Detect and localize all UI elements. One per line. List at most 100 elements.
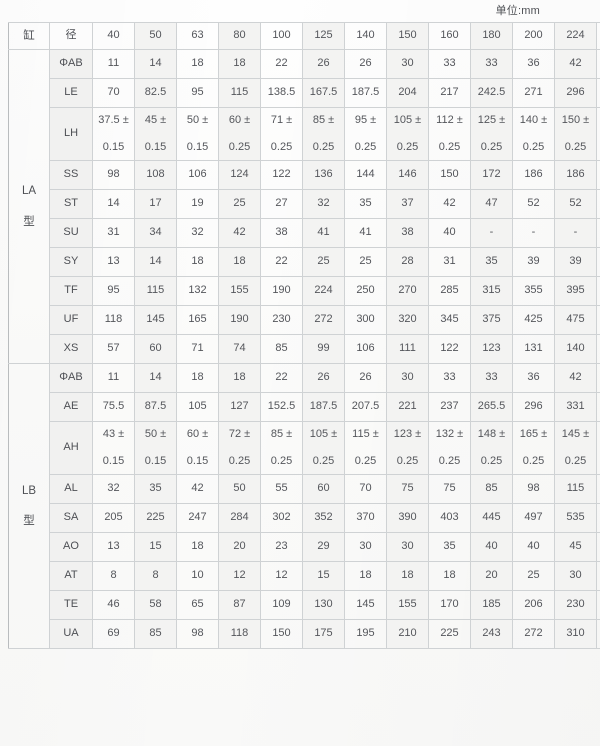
data-cell: 29 [302, 532, 345, 562]
data-cell: 125 ± 0.25 [470, 107, 513, 161]
data-cell: 195 [344, 619, 387, 649]
data-cell: 331 [554, 392, 597, 422]
tolerance-nominal: 95 ± [354, 113, 377, 126]
tolerance-value: 0.25 [354, 454, 377, 467]
data-cell: 105 ± 0.25 [302, 421, 345, 475]
data-cell: 28 [386, 247, 429, 277]
data-cell: 207.5 [344, 392, 387, 422]
data-cell: 57 [92, 334, 135, 364]
data-cell: 105 [176, 392, 219, 422]
table-row: UF11814516519023027230032034537542547551… [9, 305, 600, 335]
data-cell: 52 [554, 189, 597, 219]
data-cell: 25 [218, 189, 261, 219]
data-cell: 26 [344, 363, 387, 393]
tolerance-value: 0.15 [144, 454, 167, 467]
data-cell: 85 [470, 474, 513, 504]
data-cell: 225 [428, 619, 471, 649]
data-cell: 40 [428, 218, 471, 248]
header-label-right: 径 [49, 22, 93, 50]
data-cell: 25 [512, 561, 555, 591]
tolerance-nominal: 50 ± [144, 427, 167, 440]
data-cell: 111 [386, 334, 429, 364]
data-cell: 204 [386, 78, 429, 108]
data-cell: 32 [92, 474, 135, 504]
data-cell: 224 [302, 276, 345, 306]
data-cell: 148 ± 0.25 [470, 421, 513, 475]
data-cell: 18 [218, 363, 261, 393]
tolerance-value: 0.25 [354, 140, 377, 153]
tolerance-nominal: 85 ± [312, 113, 335, 126]
data-cell: 310 [554, 619, 597, 649]
data-cell: 87.5 [134, 392, 177, 422]
row-code: ΦAB [49, 363, 93, 393]
data-cell: 18 [218, 49, 261, 79]
data-cell: 145 ± 0.25 [554, 421, 597, 475]
data-cell: 36 [512, 363, 555, 393]
data-cell: 272 [512, 619, 555, 649]
data-cell: 186 [512, 160, 555, 190]
row-code: AE [49, 392, 93, 422]
data-cell: 208 ±0.25 [596, 421, 600, 475]
data-cell: 250 [596, 590, 600, 620]
tolerance-value: 0.15 [186, 454, 209, 467]
data-cell: 36 [512, 49, 555, 79]
data-cell: 132 [176, 276, 219, 306]
data-cell: 98 [176, 619, 219, 649]
data-cell: 144 [344, 160, 387, 190]
data-cell: 71 [176, 334, 219, 364]
data-cell: 138.5 [260, 78, 303, 108]
tolerance-value: 0.25 [480, 454, 503, 467]
tolerance-nominal: 125 ± [477, 113, 506, 126]
data-cell: 265.5 [470, 392, 513, 422]
data-cell: 285 [428, 276, 471, 306]
data-cell: 32 [176, 218, 219, 248]
header-bore-size: 224 [554, 22, 597, 50]
section-type-lb: LB 型 [8, 363, 50, 649]
data-cell: 27 [260, 189, 303, 219]
data-cell: 296 [554, 78, 597, 108]
data-cell: 18 [176, 49, 219, 79]
row-code: SU [49, 218, 93, 248]
tolerance-nominal: 112 ± [436, 113, 463, 126]
data-cell: 108 [134, 160, 177, 190]
data-cell: 187.5 [344, 78, 387, 108]
data-cell: 14 [134, 247, 177, 277]
data-cell: 124 [218, 160, 261, 190]
data-cell: 237 [428, 392, 471, 422]
data-cell: 42 [554, 49, 597, 79]
data-cell: 75 [386, 474, 429, 504]
row-code: LH [49, 107, 93, 161]
row-code: AO [49, 532, 93, 562]
data-cell: 370 [344, 503, 387, 533]
data-cell: 35 [470, 247, 513, 277]
data-cell: 190 [218, 305, 261, 335]
data-cell: 45 ± 0.15 [134, 107, 177, 161]
data-cell: 18 [176, 247, 219, 277]
data-cell: 8 [134, 561, 177, 591]
row-code: AH [49, 421, 93, 475]
tolerance-nominal: 123 ± [393, 427, 422, 440]
section-type-line1: LB [21, 484, 37, 497]
tolerance-value: 0.25 [438, 454, 461, 467]
tolerance-value: 0.25 [564, 140, 587, 153]
data-cell: 355 [512, 276, 555, 306]
data-cell: 42 [176, 474, 219, 504]
data-cell: 115 [134, 276, 177, 306]
row-code: ST [49, 189, 93, 219]
data-cell: 131 [512, 334, 555, 364]
data-cell: 284 [218, 503, 261, 533]
row-code: SA [49, 503, 93, 533]
table-row: LH 37.5 ±0.15 45 ±0.15 50 ±0.15 60 ±0.25 71 ±… [9, 107, 600, 161]
data-cell: 122 [260, 160, 303, 190]
tolerance-value: 0.25 [564, 454, 587, 467]
data-cell: 115 ± 0.25 [344, 421, 387, 475]
data-cell: 34 [134, 218, 177, 248]
table-row: SY13141818222525283135393947 [9, 247, 600, 277]
data-cell: 167.5 [302, 78, 345, 108]
data-cell: 146 [386, 160, 429, 190]
data-cell: 332.5 [596, 78, 600, 108]
tolerance-value: 0.25 [522, 454, 545, 467]
data-cell: 18 [386, 561, 429, 591]
data-cell: 22 [260, 49, 303, 79]
data-cell: 243 [470, 619, 513, 649]
